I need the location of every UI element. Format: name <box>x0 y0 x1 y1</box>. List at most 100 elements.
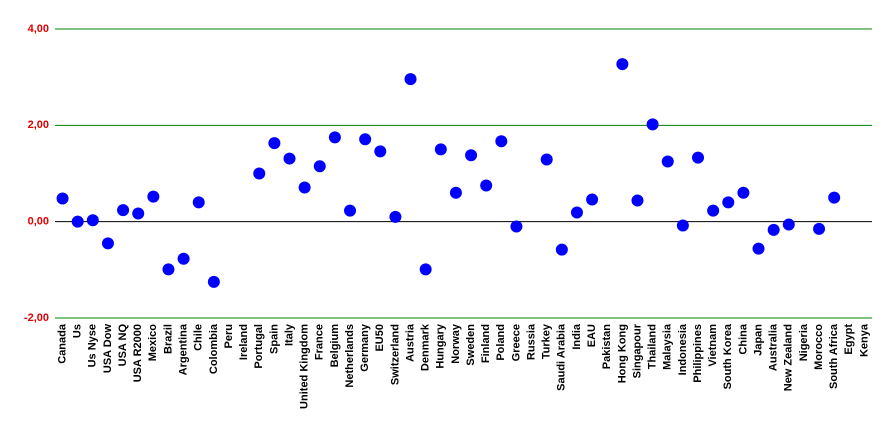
x-tick-label: China <box>737 323 749 354</box>
x-tick-label: Spain <box>268 324 280 354</box>
dot <box>767 223 780 236</box>
dot <box>480 179 493 192</box>
dot <box>328 131 341 144</box>
x-tick-label: Egypt <box>843 324 855 355</box>
dot <box>828 191 841 204</box>
x-tick-label: Greece <box>510 324 522 361</box>
x-tick-label: Australia <box>768 323 780 371</box>
dot <box>283 152 296 165</box>
dot <box>177 252 190 265</box>
x-tick-label: USA Dow <box>102 324 114 374</box>
dot <box>298 181 311 194</box>
x-tick-label: India <box>571 323 583 350</box>
x-tick-label: Saudi Arabia <box>556 323 568 391</box>
dot <box>268 137 281 150</box>
dot <box>253 167 266 180</box>
x-tick-label: Hong Kong <box>616 324 628 383</box>
x-tick-label: South Korea <box>722 323 734 389</box>
x-tick-label: Thailand <box>647 324 659 369</box>
dot <box>132 207 145 220</box>
dot <box>555 243 568 256</box>
x-tick-label: Sweden <box>465 324 477 366</box>
dot <box>631 194 644 207</box>
dot <box>434 143 447 156</box>
x-tick-label: Philippines <box>692 324 704 383</box>
x-tick-label: Pakistan <box>601 324 613 370</box>
dot <box>661 155 674 168</box>
x-tick-label: USA NQ <box>117 324 129 367</box>
x-tick-label: France <box>314 324 326 360</box>
dot <box>782 218 795 231</box>
dot <box>101 237 114 250</box>
x-tick-label: Austria <box>404 323 416 362</box>
dot <box>510 220 523 233</box>
dot <box>692 151 705 164</box>
dot <box>540 153 553 166</box>
dot <box>737 186 750 199</box>
dot <box>419 263 432 276</box>
dot <box>162 263 175 276</box>
x-tick-label: Indonesia <box>677 323 689 375</box>
dot <box>586 193 599 206</box>
x-tick-label: Belgium <box>329 324 341 368</box>
x-tick-label: Turkey <box>541 323 553 359</box>
x-tick-label: Canada <box>56 323 68 364</box>
x-tick-label: Poland <box>495 324 507 361</box>
y-tick-label: -2,00 <box>24 312 49 324</box>
x-tick-label: Vietnam <box>707 324 719 367</box>
x-tick-label: South Africa <box>828 323 840 389</box>
dot <box>646 118 659 131</box>
dot <box>117 204 130 217</box>
x-tick-label: Chile <box>193 324 205 351</box>
x-tick-label: Hungary <box>435 323 447 369</box>
dot <box>707 204 720 217</box>
dot <box>56 192 69 205</box>
x-tick-label: EU50 <box>374 324 386 352</box>
dot <box>147 190 160 203</box>
x-tick-label: Denmark <box>420 323 432 371</box>
x-tick-label: Colombia <box>208 323 220 374</box>
dot <box>449 186 462 199</box>
x-tick-label: Switzerland <box>389 324 401 385</box>
x-tick-label: Portugal <box>253 324 265 369</box>
dot <box>495 135 508 148</box>
dot <box>313 160 326 173</box>
x-tick-label: Italy <box>283 323 295 346</box>
dot <box>389 210 402 223</box>
y-tick-label: 4,00 <box>28 23 49 35</box>
x-tick-label: Kenya <box>858 323 870 357</box>
dot <box>570 206 583 219</box>
dot <box>722 196 735 209</box>
x-tick-label: Russia <box>525 323 537 360</box>
x-tick-label: EAU <box>586 324 598 347</box>
dot <box>676 219 689 232</box>
x-tick-label: Peru <box>223 324 235 348</box>
x-tick-label: Argentina <box>178 323 190 375</box>
x-tick-label: Us Nyse <box>87 324 99 367</box>
x-tick-label: Japan <box>752 324 764 356</box>
dot <box>71 215 84 228</box>
x-tick-label: New Zealand <box>783 324 795 391</box>
x-tick-label: Mexico <box>147 324 159 362</box>
x-tick-label: Brazil <box>162 324 174 354</box>
x-tick-label: Nigeria <box>798 323 810 361</box>
dot <box>465 149 478 162</box>
dot <box>344 204 357 217</box>
dot <box>813 222 826 235</box>
dot <box>752 242 765 255</box>
x-tick-label: Norway <box>450 323 462 364</box>
x-tick-label: USA R2000 <box>132 324 144 382</box>
x-tick-label: Finland <box>480 324 492 363</box>
dot <box>404 73 417 86</box>
x-tick-label: Us <box>72 324 84 338</box>
dot <box>374 145 387 158</box>
x-tick-label: Germany <box>359 323 371 372</box>
dot <box>616 58 629 71</box>
dot <box>86 214 99 227</box>
dot <box>359 133 372 146</box>
y-tick-label: 2,00 <box>28 119 49 131</box>
dot <box>207 275 220 288</box>
x-tick-label: Morocco <box>813 324 825 370</box>
